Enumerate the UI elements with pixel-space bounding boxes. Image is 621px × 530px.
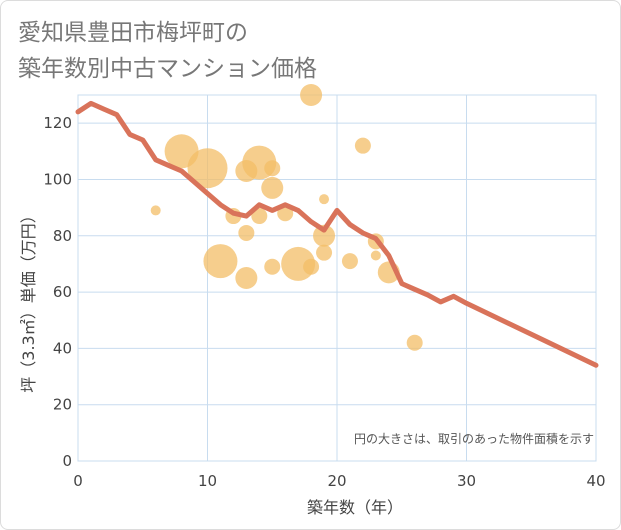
data-bubble	[150, 205, 161, 216]
x-tick-label: 0	[73, 472, 83, 490]
title-line-1: 愛知県豊田市梅坪町の	[18, 20, 248, 46]
bubble-size-note: 円の大きさは、取引のあった物件面積を示す	[354, 431, 594, 446]
grid-layer	[77, 94, 597, 462]
data-bubble	[354, 137, 371, 154]
data-bubble	[370, 250, 381, 261]
title-line-2: 築年数別中古マンション価格	[18, 56, 317, 82]
data-bubble	[319, 194, 330, 205]
bubble-layer	[150, 84, 423, 351]
data-bubble	[264, 258, 281, 275]
y-tick-label: 0	[62, 452, 72, 470]
y-tick-label: 20	[53, 396, 72, 414]
x-tick-label: 40	[586, 472, 605, 490]
x-tick-label: 20	[327, 472, 346, 490]
data-bubble	[316, 244, 333, 261]
data-bubble	[235, 267, 258, 289]
data-bubble	[406, 334, 423, 351]
y-tick-label: 40	[53, 339, 72, 357]
data-bubble	[251, 208, 268, 225]
axis-layer: 0 10 20 30 40 0 20 40 60 80 100 120	[43, 114, 605, 490]
y-tick-label: 60	[53, 283, 72, 301]
average-price-line	[75, 100, 599, 368]
data-bubble	[313, 224, 336, 247]
y-tick-label: 120	[43, 114, 72, 132]
data-bubble	[264, 160, 281, 177]
x-axis-label: 築年数（年）	[307, 498, 403, 517]
data-bubble	[303, 258, 320, 275]
chart-title: 愛知県豊田市梅坪町の 築年数別中古マンション価格	[18, 15, 317, 87]
data-bubble	[300, 84, 323, 106]
x-tick-label: 10	[198, 472, 217, 490]
x-tick-label: 30	[457, 472, 476, 490]
trend-layer	[75, 100, 599, 368]
y-axis-label: 坪（3.3㎡）単価（万円）	[19, 207, 38, 392]
y-tick-label: 80	[53, 227, 72, 245]
data-bubble	[238, 224, 255, 241]
data-bubble	[341, 253, 358, 270]
data-bubble	[187, 148, 228, 189]
y-tick-label: 100	[43, 170, 72, 188]
data-bubble	[261, 176, 284, 199]
data-bubble	[203, 244, 238, 279]
